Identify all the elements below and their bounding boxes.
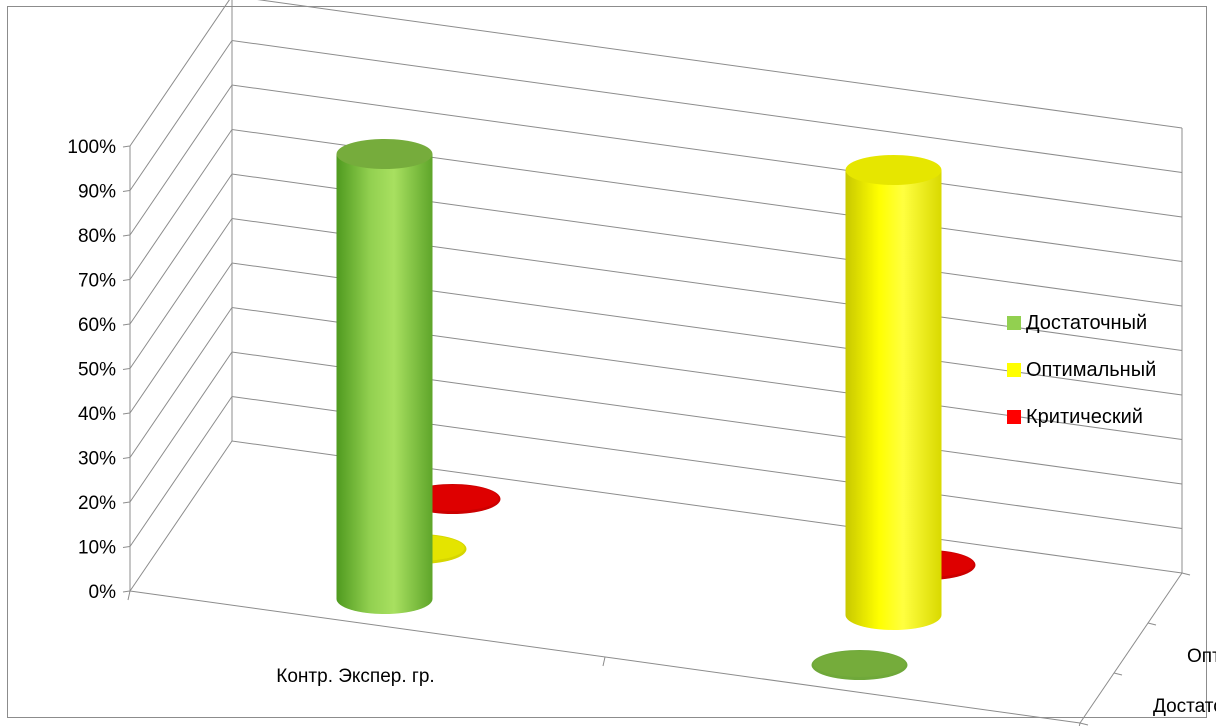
x-axis-categories: Контр. Экспер. гр.Контр. Контр. гр.: [276, 666, 434, 687]
gridline: [129, 39, 1183, 191]
y-tick-label: 80%: [78, 226, 116, 247]
data-marks: [336, 139, 976, 680]
x-tick-mark: [1078, 722, 1081, 726]
y-tick-label: 50%: [78, 360, 116, 381]
gridline: [129, 262, 1183, 414]
y-tick-label: 30%: [78, 449, 116, 470]
bar-Достаточный-0: [336, 139, 433, 614]
depth-category-label: Оптимальный: [1187, 646, 1216, 667]
cylinder-top: [845, 155, 942, 185]
legend-swatch: [1007, 410, 1021, 424]
legend-label: Оптимальный: [1026, 359, 1156, 381]
legend-item: Оптимальный: [1007, 359, 1156, 381]
y-tick-mark: [122, 323, 131, 326]
gridlines: [129, 0, 1183, 592]
gridline: [129, 395, 1183, 547]
depth-tick-mark: [1147, 622, 1157, 626]
gridline: [129, 306, 1183, 458]
depth-category-label: Достаточный: [1153, 696, 1216, 717]
bar-Оптимальный-1: [845, 155, 942, 631]
gridline: [129, 440, 1183, 592]
y-axis-ticks: 0% 10% 20% 30% 40% 50% 60% 70% 80% 90% 100%: [67, 137, 116, 603]
x-tick-mark: [127, 590, 131, 601]
legend-item: Достаточный: [1007, 312, 1147, 334]
bar-Достаточный-1: [811, 650, 908, 680]
y-tick-label: 0%: [89, 582, 117, 603]
y-tick-label: 20%: [78, 493, 116, 514]
y-tick-mark: [122, 501, 131, 504]
legend-swatch: [1007, 363, 1021, 377]
gridline: [129, 84, 1183, 236]
y-tick-label: 100%: [67, 137, 116, 158]
y-tick-label: 40%: [78, 404, 116, 425]
legend-swatch: [1007, 316, 1021, 330]
y-tick-mark: [122, 412, 131, 415]
y-tick-label: 90%: [78, 182, 116, 203]
cylinder-body: [336, 154, 433, 614]
y-tick-mark: [122, 546, 131, 548]
y-tick-mark: [122, 190, 131, 192]
gridline: [129, 0, 1183, 147]
y-tick-label: 60%: [78, 315, 116, 336]
y-tick-mark: [122, 234, 131, 237]
legend-label: Достаточный: [1026, 312, 1147, 334]
legend-label: Критический: [1026, 406, 1143, 428]
depth-tick-mark: [1181, 572, 1191, 576]
y-tick-mark: [122, 368, 131, 370]
y-tick-label: 10%: [78, 538, 116, 559]
y-tick-mark: [122, 457, 131, 459]
gridline: [129, 173, 1183, 325]
depth-axis-line: [1079, 572, 1183, 724]
y-tick-label: 70%: [78, 271, 116, 292]
disc-top: [813, 651, 906, 677]
y-tick-mark: [122, 145, 131, 148]
cylinder-top: [336, 139, 433, 169]
y-tick-mark: [122, 279, 131, 281]
depth-tick-mark: [1079, 722, 1089, 726]
gridline: [129, 351, 1183, 503]
gridline: [129, 217, 1183, 369]
legend: Достаточный Оптимальный Критический: [1007, 312, 1156, 428]
gridline: [129, 128, 1183, 280]
x-tick-mark: [602, 656, 606, 667]
y-tick-mark: [122, 590, 131, 593]
chart-frame: [7, 6, 1207, 718]
chart-floor: [122, 145, 1191, 726]
depth-tick-mark: [1113, 672, 1123, 676]
cylinder-body: [845, 170, 942, 631]
legend-item: Критический: [1007, 406, 1143, 428]
x-category-label: Контр. Экспер. гр.: [276, 666, 434, 687]
